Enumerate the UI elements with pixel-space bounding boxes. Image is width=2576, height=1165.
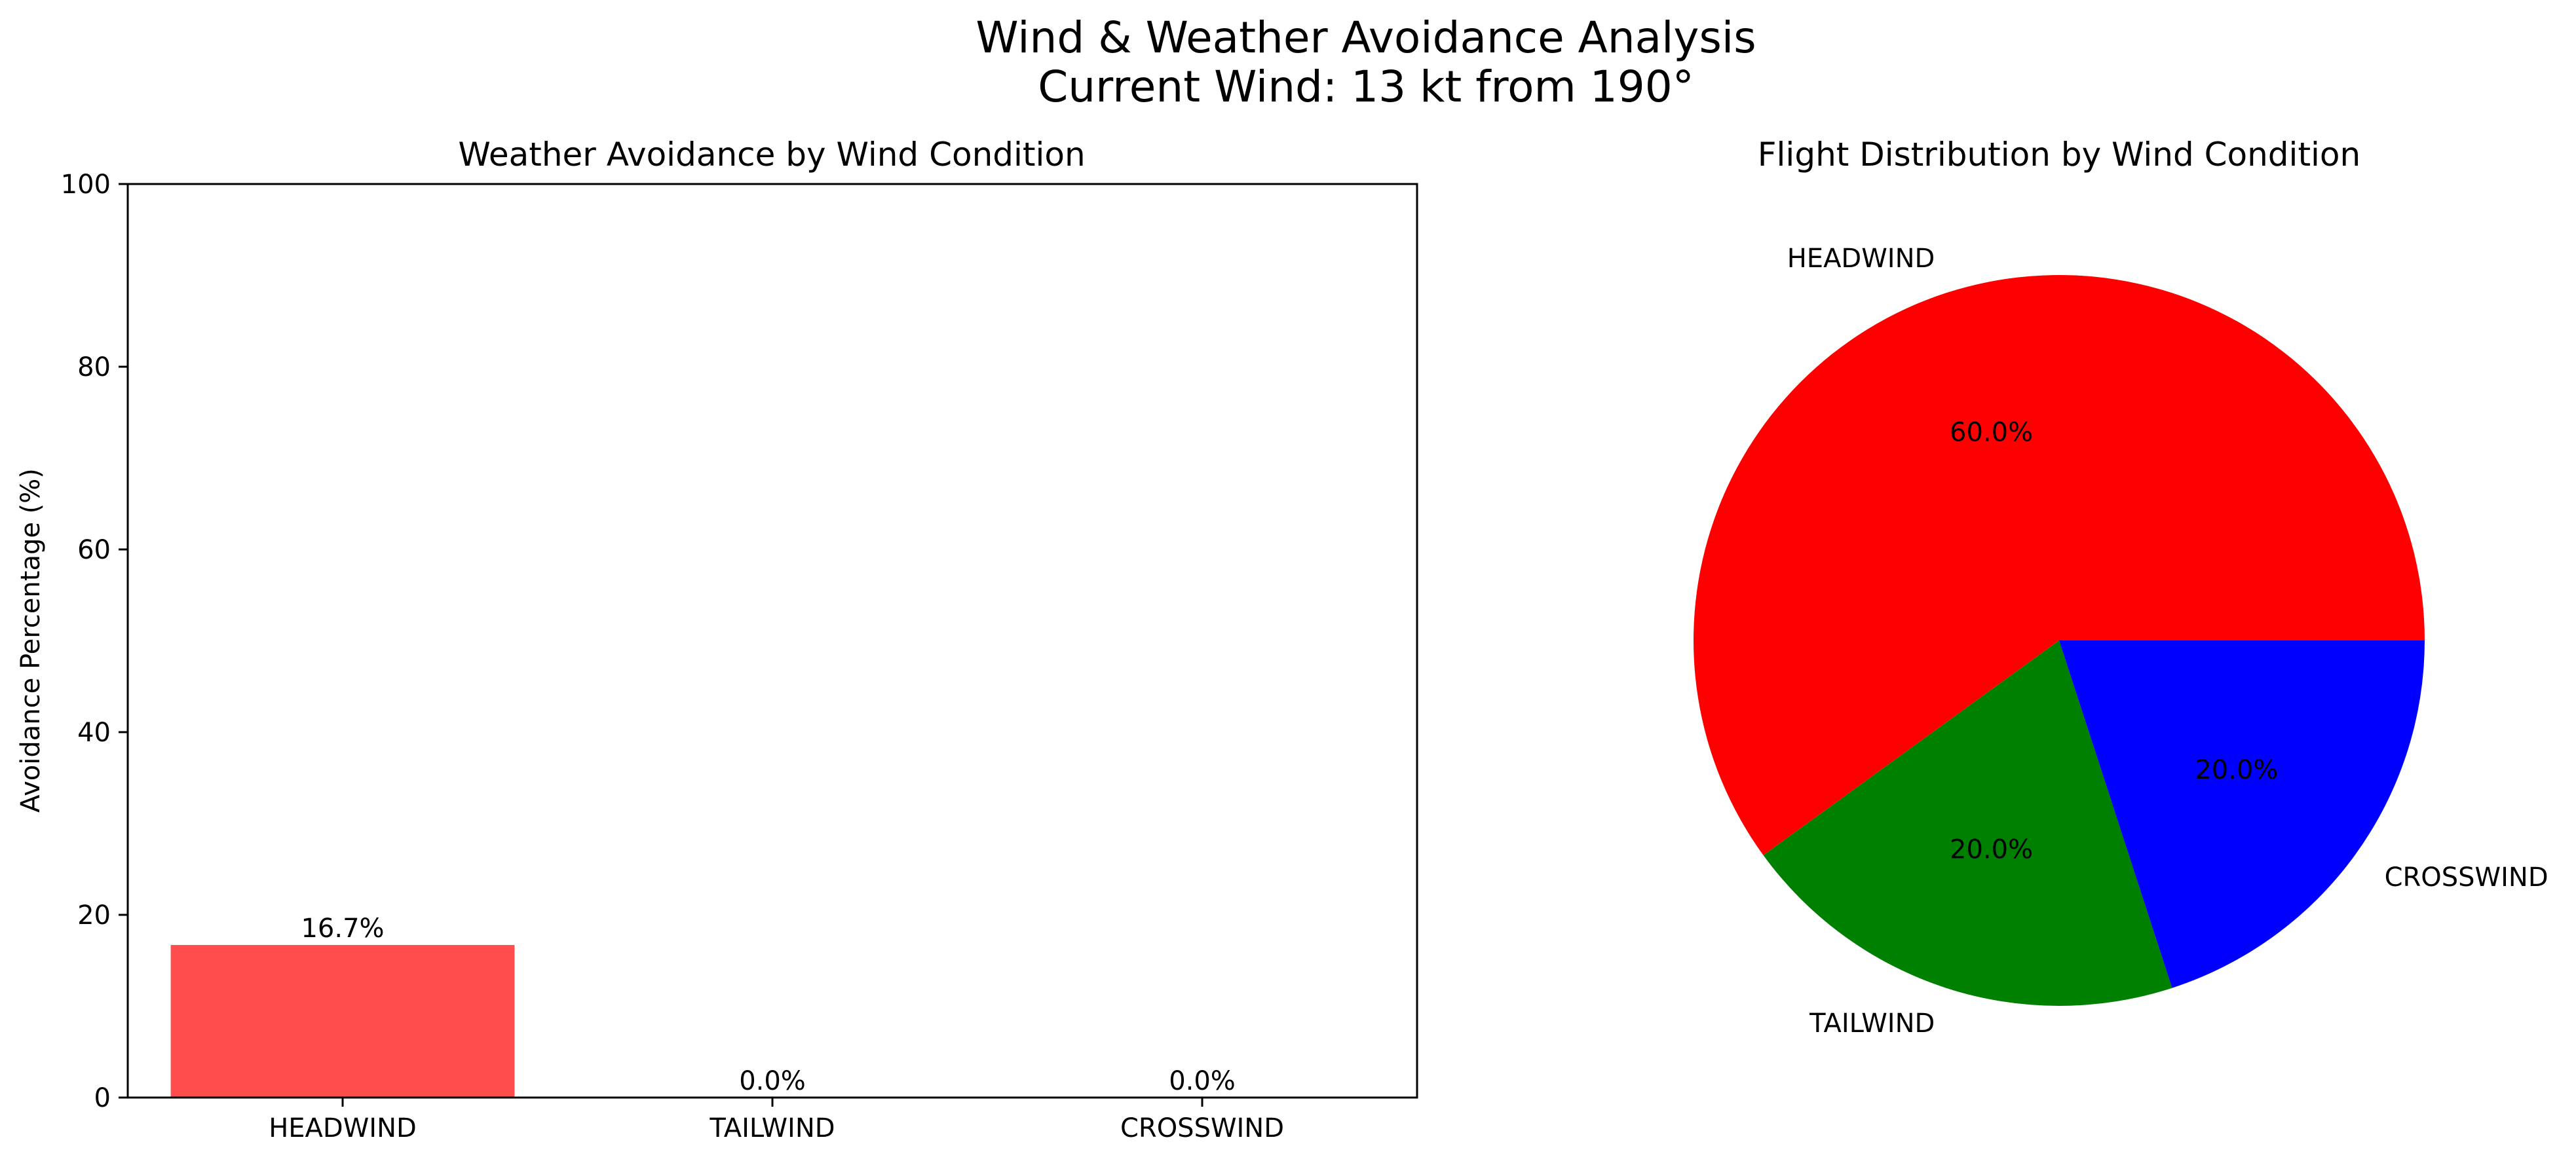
- pie-chart-title: Flight Distribution by Wind Condition: [1758, 136, 2360, 174]
- pie-percent-label: 60.0%: [1950, 418, 2033, 448]
- bar-ytick-label: 60: [77, 535, 111, 565]
- bar-ytick-label: 100: [61, 170, 111, 200]
- pie-percent-label: 20.0%: [1950, 834, 2033, 864]
- bar-y-axis: 0 20 40 60 80 100: [61, 170, 128, 1113]
- bar-plot-frame: [126, 183, 1418, 1099]
- bar-xtick-label: TAILWIND: [709, 1113, 835, 1143]
- pie-slice: [1763, 640, 2172, 1006]
- bar-data-label: 16.7%: [301, 914, 384, 944]
- pie-labels: HEADWIND TAILWIND CROSSWIND: [1787, 244, 2548, 1039]
- bar-ytick-label: 20: [77, 900, 111, 931]
- bar-xtick-label: HEADWIND: [269, 1113, 417, 1143]
- figure-title-line1: Wind & Weather Avoidance Analysis: [975, 12, 1756, 63]
- bar-series: [170, 945, 515, 1098]
- pie-label: TAILWIND: [1809, 1008, 1935, 1039]
- pie-chart: Flight Distribution by Wind Condition HE…: [1693, 136, 2548, 1039]
- bar-chart: Weather Avoidance by Wind Condition Avoi…: [16, 136, 1418, 1143]
- bar: [170, 945, 515, 1098]
- bar-ytick-label: 80: [77, 352, 111, 382]
- pie-slice: [1693, 274, 2425, 855]
- pie-percent-labels: 60.0% 20.0% 20.0%: [1950, 418, 2278, 865]
- bar-ytick-label: 0: [94, 1083, 111, 1113]
- pie-slices: [1693, 274, 2425, 1006]
- bar-data-label: 0.0%: [739, 1066, 806, 1096]
- bar-ytick-label: 40: [77, 718, 111, 748]
- bar-x-axis: HEADWIND TAILWIND CROSSWIND: [269, 1098, 1284, 1143]
- bar-data-labels: 16.7% 0.0% 0.0%: [301, 914, 1235, 1096]
- pie-label: CROSSWIND: [2385, 862, 2548, 893]
- figure-title-line2: Current Wind: 13 kt from 190°: [1038, 62, 1694, 112]
- bar-xtick-label: CROSSWIND: [1120, 1113, 1284, 1143]
- pie-percent-label: 20.0%: [2195, 755, 2278, 785]
- bar-data-label: 0.0%: [1169, 1066, 1236, 1096]
- pie-slice: [2059, 640, 2425, 988]
- bar-chart-ylabel: Avoidance Percentage (%): [16, 468, 46, 813]
- bar-chart-title: Weather Avoidance by Wind Condition: [458, 136, 1085, 174]
- pie-label: HEADWIND: [1787, 244, 1935, 274]
